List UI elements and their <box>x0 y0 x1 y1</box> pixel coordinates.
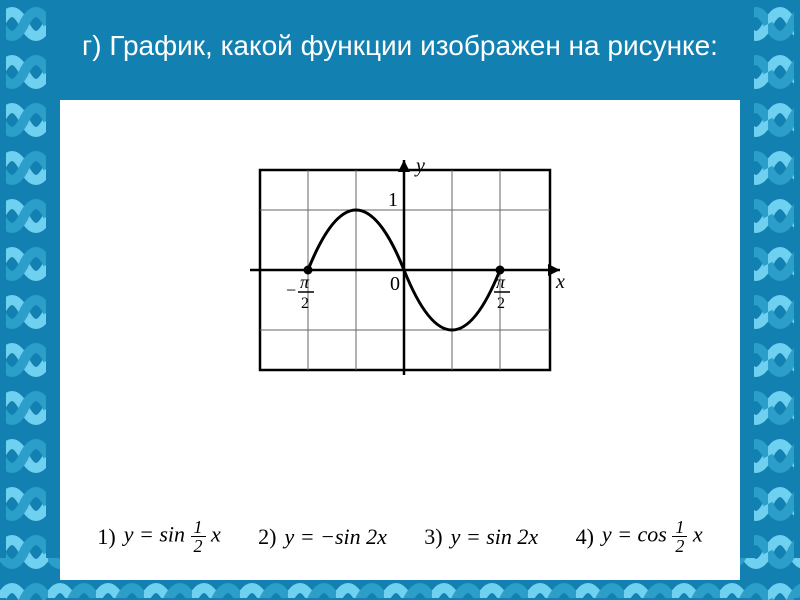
svg-text:2: 2 <box>497 295 505 312</box>
svg-text:π: π <box>496 272 506 292</box>
option-2-formula: y = −sin 2x <box>285 524 387 550</box>
ytick-1: 1 <box>388 189 398 211</box>
option-4-suffix: x <box>693 522 703 547</box>
option-1-prefix: y = sin <box>124 522 185 547</box>
svg-text:−: − <box>286 280 296 300</box>
x-axis-label: x <box>555 271 565 293</box>
svg-text:π: π <box>300 272 310 292</box>
option-number: 3) <box>424 524 442 550</box>
option-1: 1) y = sin 1 2 x <box>97 518 220 555</box>
svg-text:2: 2 <box>301 295 309 312</box>
answer-options: 1) y = sin 1 2 x 2) y = −sin 2x 3) y = s… <box>60 518 740 555</box>
fraction: 1 2 <box>672 518 687 555</box>
content-panel: y x 0 1 − π 2 π 2 1) y = sin <box>60 100 740 580</box>
option-4: 4) y = cos 1 2 x <box>576 518 703 555</box>
y-axis-label: y <box>414 155 425 177</box>
option-number: 2) <box>258 524 276 550</box>
option-number: 1) <box>97 524 115 550</box>
option-number: 4) <box>576 524 594 550</box>
function-chart: y x 0 1 − π 2 π 2 <box>220 140 580 400</box>
option-3-formula: y = sin 2x <box>451 524 539 550</box>
option-3: 3) y = sin 2x <box>424 524 538 550</box>
slide-title-bar: г) График, какой функции изображен на ри… <box>50 0 750 90</box>
option-2: 2) y = −sin 2x <box>258 524 387 550</box>
fraction: 1 2 <box>191 518 206 555</box>
option-1-suffix: x <box>211 522 221 547</box>
origin-label: 0 <box>390 273 400 295</box>
option-4-prefix: y = cos <box>602 522 667 547</box>
slide-title: г) График, какой функции изображен на ри… <box>82 28 718 63</box>
chart-container: y x 0 1 − π 2 π 2 <box>60 140 740 400</box>
